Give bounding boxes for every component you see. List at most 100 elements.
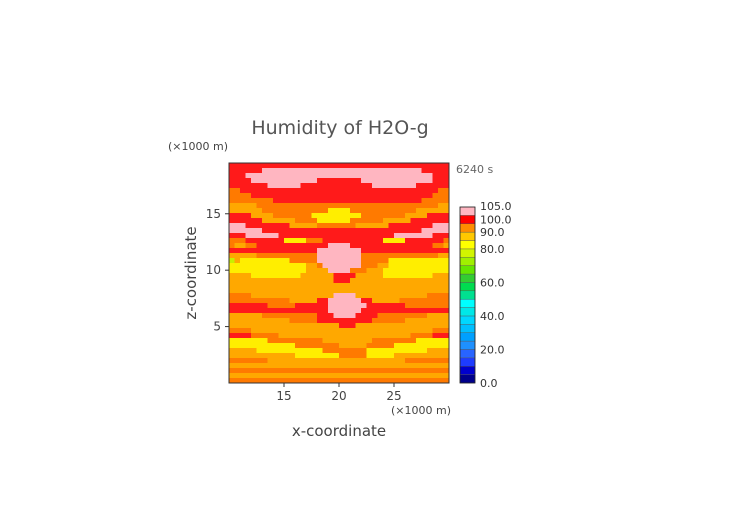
heatmap-cell (229, 248, 235, 254)
heatmap-cell (284, 343, 290, 349)
heatmap-cell (229, 343, 235, 349)
heatmap-cell (339, 358, 345, 364)
heatmap-cell (388, 303, 395, 309)
heatmap-cell (234, 373, 241, 379)
heatmap-cell (317, 378, 323, 384)
heatmap-cell (350, 238, 356, 244)
heatmap-cell (350, 353, 356, 359)
heatmap-cell (344, 183, 351, 189)
heatmap-cell (427, 328, 433, 334)
heatmap-cell (317, 168, 323, 174)
heatmap-cell (388, 353, 395, 359)
heatmap-cell (251, 268, 257, 274)
heatmap-cell (311, 233, 318, 239)
heatmap-cell (361, 173, 367, 179)
heatmap-cell (438, 188, 444, 194)
heatmap-cell (377, 328, 384, 334)
heatmap-cell (339, 298, 345, 304)
heatmap-cell (229, 238, 235, 244)
heatmap-cell (267, 368, 274, 374)
heatmap-cell (405, 253, 411, 259)
heatmap-cell (267, 353, 274, 359)
heatmap-cell (300, 208, 307, 214)
heatmap-cell (388, 183, 395, 189)
heatmap-cell (443, 293, 450, 299)
heatmap-cell (306, 363, 312, 369)
heatmap-cell (388, 243, 395, 249)
heatmap-cell (306, 268, 312, 274)
heatmap-cell (355, 318, 362, 324)
heatmap-cell (421, 268, 428, 274)
colorbar-label: 40.0 (480, 310, 505, 323)
heatmap-cell (317, 263, 323, 269)
heatmap-cell (317, 268, 323, 274)
heatmap-cell (432, 358, 439, 364)
heatmap-cell (366, 168, 373, 174)
heatmap-cell (361, 373, 367, 379)
heatmap-cell (256, 373, 263, 379)
heatmap-cell (383, 168, 389, 174)
heatmap-cell (295, 333, 301, 339)
heatmap-cell (278, 193, 285, 199)
heatmap-cell (234, 228, 241, 234)
heatmap-cell (344, 333, 351, 339)
heatmap-cell (388, 293, 395, 299)
heatmap-cell (383, 253, 389, 259)
heatmap-cell (383, 208, 389, 214)
heatmap-cell (251, 303, 257, 309)
heatmap-cell (300, 273, 307, 279)
heatmap-cell (388, 368, 395, 374)
heatmap-cell (328, 308, 334, 314)
heatmap-cell (377, 343, 384, 349)
heatmap-cell (256, 198, 263, 204)
heatmap-cell (438, 283, 444, 289)
heatmap-cell (366, 198, 373, 204)
heatmap-cell (262, 178, 268, 184)
heatmap-cell (322, 268, 329, 274)
heatmap-cell (427, 218, 433, 224)
heatmap-cell (229, 188, 235, 194)
heatmap-cell (278, 328, 285, 334)
heatmap-cell (377, 278, 384, 284)
heatmap-cell (383, 323, 389, 329)
heatmap-cell (273, 168, 279, 174)
heatmap-cell (399, 163, 406, 169)
heatmap-cell (339, 303, 345, 309)
heatmap-cell (410, 248, 417, 254)
heatmap-cell (251, 198, 257, 204)
heatmap-cell (284, 193, 290, 199)
heatmap-cell (245, 283, 252, 289)
heatmap-cell (273, 328, 279, 334)
heatmap-cell (339, 163, 345, 169)
heatmap-cell (416, 203, 422, 209)
heatmap-cell (421, 318, 428, 324)
heatmap-cell (416, 363, 422, 369)
heatmap-cell (284, 188, 290, 194)
heatmap-cell (278, 293, 285, 299)
heatmap-cell (262, 363, 268, 369)
heatmap-cell (311, 223, 318, 229)
heatmap-cell (388, 378, 395, 384)
heatmap-cell (311, 163, 318, 169)
heatmap-cell (262, 198, 268, 204)
heatmap-cell (366, 363, 373, 369)
heatmap-cell (289, 278, 296, 284)
heatmap-cell (333, 363, 340, 369)
heatmap-cell (372, 203, 378, 209)
heatmap-cell (317, 253, 323, 259)
heatmap-cell (278, 288, 285, 294)
heatmap-cell (366, 268, 373, 274)
heatmap-cell (328, 248, 334, 254)
heatmap-cell (366, 303, 373, 309)
heatmap-cell (322, 178, 329, 184)
heatmap-cell (388, 188, 395, 194)
heatmap-cell (410, 253, 417, 259)
heatmap-cell (410, 173, 417, 179)
heatmap-cell (410, 343, 417, 349)
heatmap-cell (262, 203, 268, 209)
heatmap-cell (432, 238, 439, 244)
heatmap-cell (432, 203, 439, 209)
heatmap-cell (405, 378, 411, 384)
heatmap-cell (350, 363, 356, 369)
heatmap-cell (300, 168, 307, 174)
